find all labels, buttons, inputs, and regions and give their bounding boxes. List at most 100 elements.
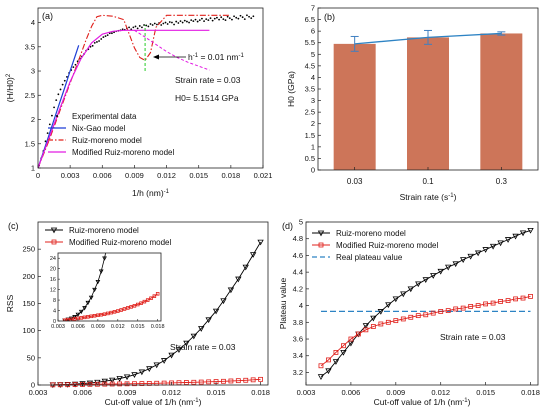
x-tick-label: 0.006	[73, 388, 92, 397]
bar	[480, 33, 523, 171]
square-marker	[82, 315, 87, 320]
triangle-marker	[85, 300, 91, 306]
triangle-marker	[362, 323, 370, 329]
y-tick-label: 200	[22, 272, 35, 281]
y-tick-label: 150	[22, 299, 35, 308]
triangle-marker	[257, 239, 264, 246]
inset-x-tick-label: 0.015	[131, 324, 145, 330]
y-tick-label: 0	[31, 381, 35, 390]
triangle-marker	[78, 309, 84, 315]
experimental-point	[198, 19, 201, 22]
square-marker	[490, 300, 496, 306]
square-marker	[102, 381, 108, 387]
experimental-point	[168, 21, 171, 23]
experimental-point	[72, 66, 75, 69]
experimental-point	[147, 25, 150, 28]
experimental-point	[145, 24, 148, 27]
plot-area-a	[38, 14, 255, 168]
y-tick-label: 4	[31, 18, 35, 27]
inset-series-line	[64, 253, 107, 321]
triangle-marker	[482, 247, 489, 253]
triangle-marker	[317, 230, 325, 237]
triangle-marker	[445, 264, 452, 271]
x-tick-label: 0.018	[251, 388, 270, 397]
square-marker	[126, 306, 130, 310]
strain-rate-label: Strain rate = 0.03	[440, 332, 506, 342]
square-marker	[460, 305, 466, 311]
category-label: 0.3	[496, 177, 508, 186]
series-line	[320, 295, 531, 367]
y-tick-label: 2.5	[25, 91, 35, 100]
experimental-point	[66, 75, 68, 78]
square-marker	[116, 309, 120, 313]
y-tick-label: 4.5	[305, 61, 315, 70]
experimental-point	[228, 17, 231, 20]
triangle-marker	[407, 286, 414, 293]
nix-gao-line	[38, 45, 80, 168]
square-marker	[228, 378, 234, 384]
experimental-point	[134, 25, 137, 28]
y-tick-label: 4.8	[293, 234, 303, 243]
experimental-point	[102, 36, 105, 38]
y-tick-label: 0	[311, 166, 315, 175]
x-tick-label: 0.006	[93, 171, 112, 180]
square-marker	[326, 357, 331, 363]
triangle-marker	[332, 359, 340, 365]
label-suffix: Cut-off value of 1/h (nm	[374, 397, 463, 407]
category-label: 0.1	[422, 177, 434, 186]
x-tick-label: 0.006	[342, 388, 361, 397]
square-marker	[318, 242, 324, 248]
triangle-marker	[160, 358, 168, 364]
x-tick-label: 0.015	[207, 388, 226, 397]
label-suffix: h	[188, 52, 193, 62]
experimental-point	[207, 19, 210, 22]
label-suffix: Cut-off value of 1/h (nm	[105, 397, 194, 407]
triangle-marker	[519, 230, 527, 237]
experimental-point	[151, 24, 154, 26]
label-suffix: )	[199, 397, 202, 407]
square-marker	[528, 293, 533, 299]
square-marker	[106, 311, 110, 316]
triangle-marker	[50, 227, 58, 234]
inset-frame	[57, 252, 162, 322]
x-axis-label: Cut-off value of 1/h (nm-1)	[374, 397, 471, 407]
legend-label: Ruiz-moreno model	[72, 136, 142, 145]
square-marker	[445, 308, 451, 314]
square-marker	[378, 321, 384, 327]
triangle-marker	[138, 369, 146, 376]
x-tick-label: 0.003	[29, 388, 48, 397]
triangle-marker	[370, 315, 377, 322]
square-marker	[258, 376, 263, 382]
y-tick-label: 5	[311, 50, 315, 59]
triangle-marker	[227, 287, 235, 294]
experimental-point	[48, 123, 51, 126]
experimental-point	[205, 18, 208, 21]
triangle-marker	[88, 295, 94, 300]
experimental-point	[44, 140, 47, 143]
square-marker	[385, 319, 391, 325]
square-marker	[152, 294, 157, 298]
experimental-point	[91, 44, 94, 47]
y-tick-label: 5	[299, 218, 303, 227]
experimental-point	[51, 114, 53, 117]
square-marker	[135, 302, 140, 307]
experimental-point	[153, 22, 156, 25]
square-marker	[191, 379, 197, 385]
square-marker	[408, 314, 414, 320]
x-tick-label: 0.009	[118, 388, 137, 397]
experimental-point	[239, 14, 242, 17]
experimental-point	[128, 26, 130, 29]
square-marker	[483, 301, 489, 307]
legend-label: Modified Ruiz-moreno model	[72, 148, 174, 157]
triangle-marker	[317, 374, 325, 380]
plot-frame-a	[37, 7, 264, 169]
triangle-marker	[392, 296, 399, 303]
y-tick-label: 6.5	[305, 15, 315, 24]
square-marker	[145, 298, 150, 302]
y-tick-label: 3.5	[305, 85, 315, 94]
legend-label: Experimental data	[72, 112, 137, 121]
panel-c: 0.003 0.006 0.009 0.012 0.015 0.018 0 50 100 150 2…	[5, 221, 270, 407]
experimental-point	[192, 20, 195, 22]
y-axis-label: (H/H0)2	[5, 73, 15, 102]
x-tick-label: 0.009	[386, 388, 405, 397]
